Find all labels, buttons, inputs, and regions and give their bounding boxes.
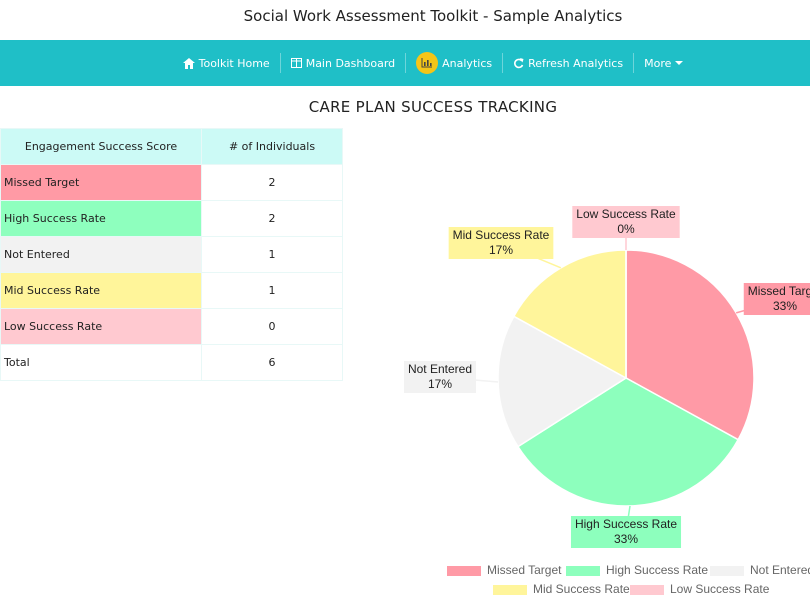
legend-label: Low Success Rate bbox=[670, 582, 770, 596]
total-row: Total 6 bbox=[0, 344, 343, 381]
legend-label: Mid Success Rate bbox=[533, 582, 630, 596]
label-value: 33% bbox=[773, 299, 797, 313]
label-name: Low Success Rate bbox=[576, 207, 676, 221]
score-cell: High Success Rate bbox=[0, 200, 202, 237]
nav-link[interactable]: Analytics bbox=[412, 52, 496, 74]
refresh-icon bbox=[514, 57, 524, 68]
table-row: Not Entered 1 bbox=[0, 236, 343, 273]
nav-dropdown[interactable]: More bbox=[640, 57, 687, 70]
pie-slice bbox=[516, 377, 740, 507]
page-title: Social Work Assessment Toolkit - Sample … bbox=[243, 7, 623, 25]
label-name: Mid Success Rate bbox=[453, 228, 550, 242]
score-cell: Missed Target bbox=[0, 164, 202, 201]
total-label: Total bbox=[0, 344, 202, 381]
nav-label: Analytics bbox=[442, 56, 493, 70]
separator bbox=[633, 53, 635, 73]
pie-slice bbox=[625, 249, 755, 441]
nav-bar: Toolkit Home Main Dashboard Analytics Re… bbox=[0, 40, 810, 86]
header-row: Engagement Success Score # of Individual… bbox=[0, 128, 343, 165]
table-row: Mid Success Rate 1 bbox=[0, 272, 343, 309]
legend-label: Missed Target bbox=[487, 563, 562, 577]
caret-icon bbox=[675, 61, 684, 65]
nav-label: More bbox=[644, 56, 672, 70]
summary-table: Engagement Success Score # of Individual… bbox=[0, 128, 343, 381]
label-box bbox=[403, 361, 477, 393]
legend-swatch bbox=[566, 566, 600, 576]
table-row: Missed Target 2 bbox=[0, 164, 343, 201]
legend-swatch bbox=[493, 585, 527, 595]
label-value: 0% bbox=[617, 222, 635, 236]
label-name: Missed Target bbox=[748, 284, 810, 298]
pie-slice bbox=[512, 249, 627, 380]
nav-label: Refresh Analytics bbox=[528, 56, 624, 70]
separator bbox=[279, 53, 281, 73]
label-box bbox=[743, 283, 810, 315]
legend-swatch bbox=[630, 585, 664, 595]
label-name: High Success Rate bbox=[575, 517, 677, 531]
label-box bbox=[570, 516, 682, 548]
score-cell: Low Success Rate bbox=[0, 308, 202, 345]
nav-link[interactable]: Toolkit Home bbox=[179, 57, 274, 70]
table-row: High Success Rate 2 bbox=[0, 200, 343, 237]
legend-swatch bbox=[710, 566, 744, 576]
label-box bbox=[572, 206, 680, 238]
legend-label: Not Entered bbox=[750, 563, 810, 577]
column-header: Engagement Success Score bbox=[0, 128, 202, 165]
separator bbox=[405, 53, 407, 73]
count-cell: 2 bbox=[201, 200, 343, 237]
label-value: 17% bbox=[428, 377, 452, 391]
nav-label: Main Dashboard bbox=[305, 56, 396, 70]
label-box bbox=[448, 227, 554, 259]
legend-swatch bbox=[447, 566, 481, 576]
home-icon bbox=[182, 57, 195, 69]
nav-label: Toolkit Home bbox=[198, 56, 270, 70]
nav-link[interactable]: Refresh Analytics bbox=[509, 57, 627, 70]
dashboard-icon bbox=[290, 58, 302, 68]
count-cell: 2 bbox=[201, 164, 343, 201]
table-body: Missed Target 2 High Success Rate 2 Not Ente… bbox=[0, 164, 343, 381]
label-name: Not Entered bbox=[408, 362, 472, 376]
separator bbox=[502, 53, 504, 73]
analytics-icon bbox=[416, 52, 439, 74]
label-value: 33% bbox=[614, 532, 638, 546]
pie-slice bbox=[497, 315, 628, 448]
score-cell: Not Entered bbox=[0, 236, 202, 273]
count-cell: 1 bbox=[201, 236, 343, 273]
data-label: Missed Target33% bbox=[743, 283, 810, 315]
score-cell: Mid Success Rate bbox=[0, 272, 202, 309]
count-cell: 0 bbox=[201, 308, 343, 345]
table-row: Low Success Rate 0 bbox=[0, 308, 343, 345]
section-title: CARE PLAN SUCCESS TRACKING bbox=[308, 98, 558, 116]
label-value: 17% bbox=[489, 243, 513, 257]
nav-link[interactable]: Main Dashboard bbox=[287, 57, 399, 70]
legend-label: High Success Rate bbox=[606, 563, 708, 577]
total-count: 6 bbox=[201, 344, 343, 381]
